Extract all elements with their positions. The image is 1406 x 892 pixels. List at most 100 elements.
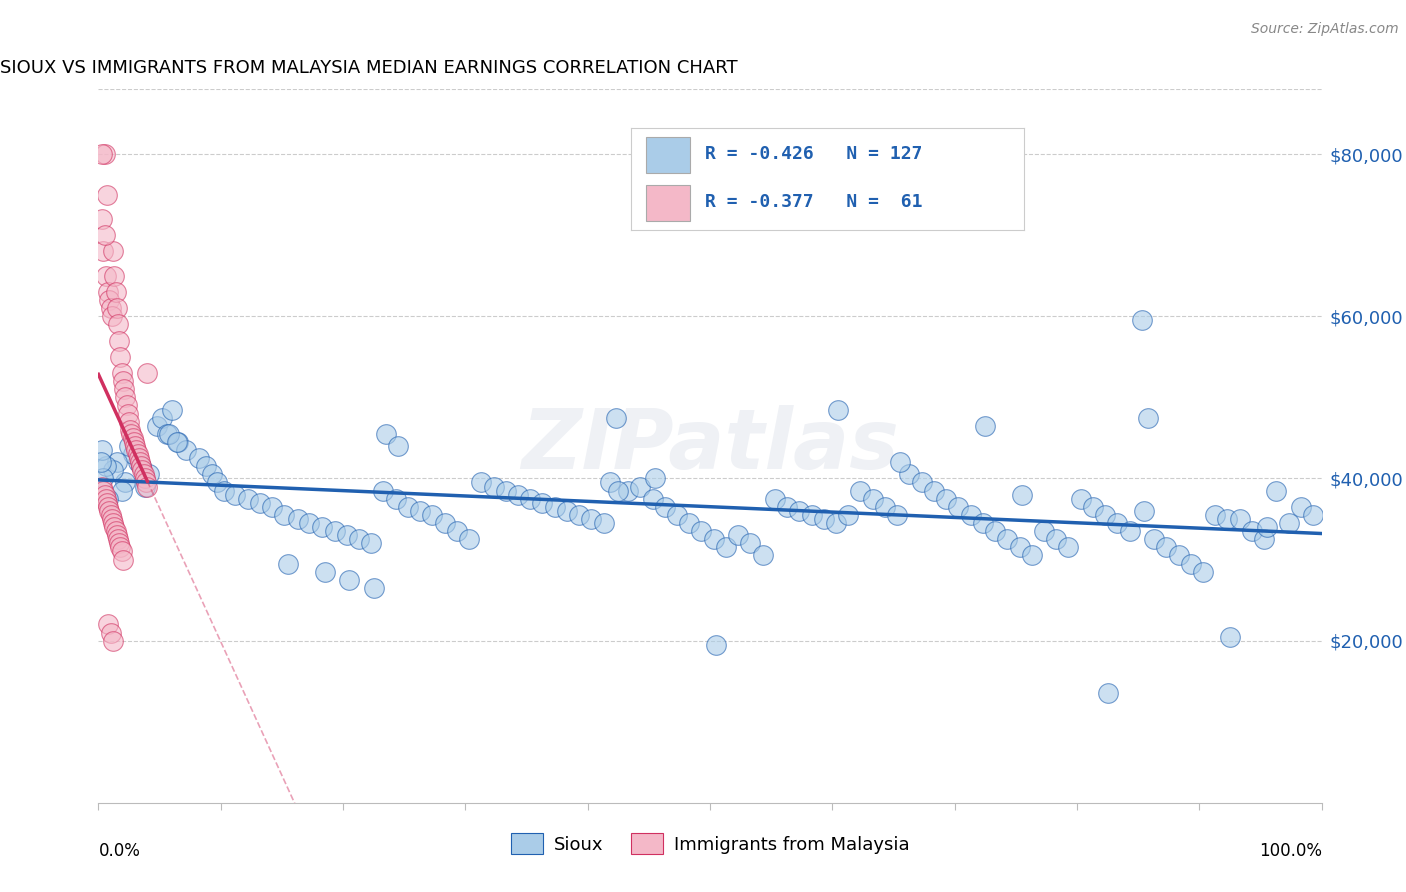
Point [110,350,132,364]
Point [1204,508,1226,522]
Point [1045,533,1067,547]
Text: SIOUX VS IMMIGRANTS FROM MALAYSIA MEDIAN EARNINGS CORRELATION CHART: SIOUX VS IMMIGRANTS FROM MALAYSIA MEDIAN… [0,59,738,77]
Point [387,439,409,453]
Point [146,418,169,433]
Point [1118,524,1140,538]
Point [690,524,713,538]
Point [114,390,136,404]
Point [136,366,159,380]
Point [101,310,124,324]
Point [959,508,981,522]
Text: 100.0%: 100.0% [1258,842,1322,860]
Point [124,439,146,453]
Point [101,463,124,477]
Point [678,516,700,530]
Point [813,512,835,526]
Point [1265,483,1288,498]
Point [995,533,1018,547]
Point [519,491,541,506]
Point [641,491,664,506]
Point [114,475,136,490]
Point [935,491,957,506]
Point [800,508,823,522]
Point [111,552,134,566]
Point [314,565,336,579]
Point [93,147,115,161]
Point [98,504,121,518]
Legend: Sioux, Immigrants from Malaysia: Sioux, Immigrants from Malaysia [503,826,917,862]
Point [422,508,444,522]
Point [97,500,120,514]
Point [1219,630,1241,644]
Point [100,508,122,522]
Point [93,228,115,243]
Point [121,447,143,461]
Point [446,524,468,538]
Point [360,536,382,550]
Point [599,475,621,490]
Point [1021,549,1043,563]
Point [224,488,246,502]
Point [103,520,125,534]
Point [103,268,125,283]
Point [110,541,132,555]
Point [1011,488,1033,502]
Point [703,533,725,547]
Point [277,557,299,571]
Point [100,625,122,640]
Point [134,471,156,485]
Point [1192,565,1215,579]
Point [132,467,155,482]
Point [1229,512,1251,526]
Point [131,463,153,477]
Point [789,504,811,518]
Point [873,500,896,514]
Point [837,508,859,522]
Point [740,536,762,550]
Point [107,533,129,547]
Point [90,455,112,469]
Point [187,451,209,466]
Point [94,491,117,506]
Point [201,467,224,482]
Point [101,512,124,526]
Point [273,508,295,522]
Point [108,536,131,550]
Point [176,443,198,458]
Point [287,512,309,526]
Point [1133,504,1156,518]
Point [104,285,127,299]
Point [628,479,651,493]
Point [1289,500,1312,514]
Point [617,483,640,498]
Point [544,500,567,514]
Point [129,459,152,474]
Point [776,500,799,514]
Point [96,187,118,202]
Point [111,374,134,388]
Point [581,512,603,526]
Point [506,488,529,502]
Point [482,479,505,493]
Point [166,434,188,449]
Point [125,443,148,458]
Point [1253,533,1275,547]
Point [115,399,138,413]
Point [384,491,406,506]
Point [105,528,128,542]
Point [111,483,134,498]
Point [298,516,321,530]
Point [666,508,689,522]
Point [91,147,114,161]
Point [1136,410,1159,425]
Text: ZIPatlas: ZIPatlas [522,406,898,486]
FancyBboxPatch shape [647,136,689,173]
Point [972,516,994,530]
Point [1143,533,1166,547]
Point [262,500,284,514]
Point [91,211,114,226]
Point [91,443,114,458]
Point [605,410,627,425]
Point [112,382,135,396]
Point [120,426,142,441]
